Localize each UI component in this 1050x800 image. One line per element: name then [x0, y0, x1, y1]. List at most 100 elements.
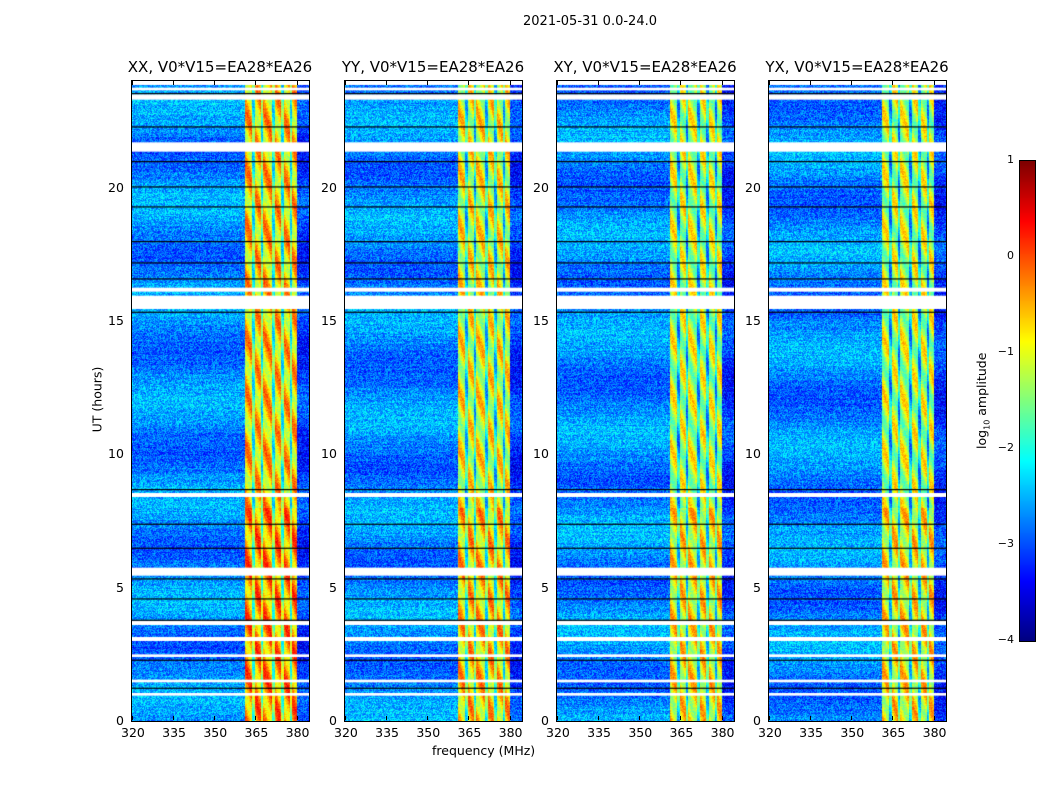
heatmap-image	[132, 81, 309, 721]
x-tick-label: 335	[587, 725, 612, 740]
x-tick-mark	[173, 81, 175, 85]
colorbar-tick-label: −3	[997, 537, 1014, 550]
x-tick-mark	[296, 716, 298, 720]
figure-title: 2021-05-31 0.0-24.0	[523, 14, 657, 29]
waterfall-panel-3	[768, 80, 947, 722]
y-tick-label: 10	[108, 446, 124, 462]
x-tick-mark	[345, 81, 346, 85]
x-tick-label: 380	[498, 725, 523, 740]
panel-title: XY, V0*V15=EA28*EA26	[553, 58, 737, 76]
y-tick-label: 15	[321, 313, 337, 328]
x-tick-mark	[769, 81, 770, 85]
x-tick-mark	[427, 716, 429, 720]
panel-title: YY, V0*V15=EA28*EA26	[341, 58, 525, 76]
x-tick-label: 380	[710, 725, 735, 740]
x-tick-label: 350	[416, 725, 441, 740]
x-tick-mark	[680, 716, 682, 720]
waterfall-panel-0	[131, 80, 310, 722]
x-tick-mark	[345, 716, 346, 720]
y-axis-label: UT (hours)	[89, 366, 105, 433]
x-tick-mark	[132, 81, 133, 85]
x-tick-mark	[892, 81, 894, 85]
x-tick-mark	[892, 716, 894, 720]
colorbar-label-rest: amplitude	[973, 352, 989, 420]
colorbar-gradient	[1020, 161, 1035, 641]
x-tick-label: 365	[881, 725, 906, 740]
x-tick-mark	[132, 716, 133, 720]
x-tick-label: 335	[162, 725, 187, 740]
y-tick-label: 0	[116, 713, 124, 728]
x-tick-label: 380	[285, 725, 310, 740]
y-tick-label: 20	[108, 179, 124, 195]
heatmap-image	[769, 81, 946, 721]
x-tick-label: 380	[922, 725, 947, 740]
y-tick-label: 5	[329, 579, 337, 595]
x-tick-mark	[851, 81, 853, 85]
y-tick-label: 15	[108, 313, 124, 328]
x-tick-mark	[509, 81, 511, 85]
x-tick-mark	[386, 716, 388, 720]
x-tick-mark	[598, 716, 600, 720]
x-tick-mark	[933, 81, 935, 85]
colorbar-tick-label: −2	[997, 441, 1014, 454]
heatmap-image	[345, 81, 522, 721]
x-tick-label: 365	[244, 725, 269, 740]
y-tick-label: 5	[541, 579, 549, 595]
x-tick-label: 350	[840, 725, 865, 740]
x-tick-mark	[721, 716, 723, 720]
x-tick-label: 350	[203, 725, 228, 740]
x-tick-mark	[255, 81, 257, 85]
x-tick-mark	[680, 81, 682, 85]
panel-title: YX, V0*V15=EA28*EA26	[765, 58, 949, 76]
x-tick-mark	[639, 716, 641, 720]
colorbar-tick-label: −1	[997, 345, 1014, 358]
y-tick-label: 20	[533, 179, 549, 195]
x-tick-mark	[386, 81, 388, 85]
y-tick-label: 10	[321, 446, 337, 462]
x-tick-mark	[509, 716, 511, 720]
x-tick-mark	[468, 716, 470, 720]
colorbar-tick-label: 0	[1007, 249, 1014, 262]
y-tick-label: 15	[533, 313, 549, 328]
y-tick-label: 5	[753, 579, 761, 595]
x-tick-label: 320	[758, 725, 782, 740]
x-tick-mark	[810, 81, 812, 85]
x-tick-mark	[721, 81, 723, 85]
x-tick-label: 365	[669, 725, 694, 740]
x-tick-mark	[255, 716, 257, 720]
x-tick-mark	[173, 716, 175, 720]
x-tick-label: 335	[799, 725, 824, 740]
x-axis-label: frequency (MHz)	[432, 743, 536, 758]
x-tick-label: 365	[457, 725, 482, 740]
waterfall-panel-2	[556, 80, 735, 722]
x-tick-mark	[214, 81, 216, 85]
y-tick-label: 0	[329, 713, 337, 728]
x-tick-mark	[296, 81, 298, 85]
x-tick-mark	[933, 716, 935, 720]
colorbar-tick-label: 1	[1007, 153, 1014, 166]
x-tick-label: 320	[546, 725, 570, 740]
y-tick-label: 5	[116, 579, 124, 595]
colorbar	[1019, 160, 1036, 642]
x-tick-mark	[557, 81, 558, 85]
x-tick-mark	[851, 716, 853, 720]
y-tick-label: 0	[541, 713, 549, 728]
colorbar-tick-label: −4	[997, 633, 1014, 646]
x-tick-label: 350	[628, 725, 653, 740]
x-tick-mark	[427, 81, 429, 85]
x-tick-label: 320	[334, 725, 358, 740]
x-tick-mark	[557, 716, 558, 720]
heatmap-image	[557, 81, 734, 721]
y-tick-label: 10	[533, 446, 549, 462]
waterfall-panel-1	[344, 80, 523, 722]
x-tick-label: 320	[121, 725, 145, 740]
y-tick-label: 15	[745, 313, 761, 328]
x-tick-mark	[639, 81, 641, 85]
y-tick-label: 0	[753, 713, 761, 728]
panel-title: XX, V0*V15=EA28*EA26	[127, 58, 313, 76]
x-tick-mark	[810, 716, 812, 720]
colorbar-label-sub: 10	[982, 419, 992, 430]
x-tick-mark	[598, 81, 600, 85]
y-tick-label: 20	[321, 179, 337, 195]
x-tick-mark	[769, 716, 770, 720]
